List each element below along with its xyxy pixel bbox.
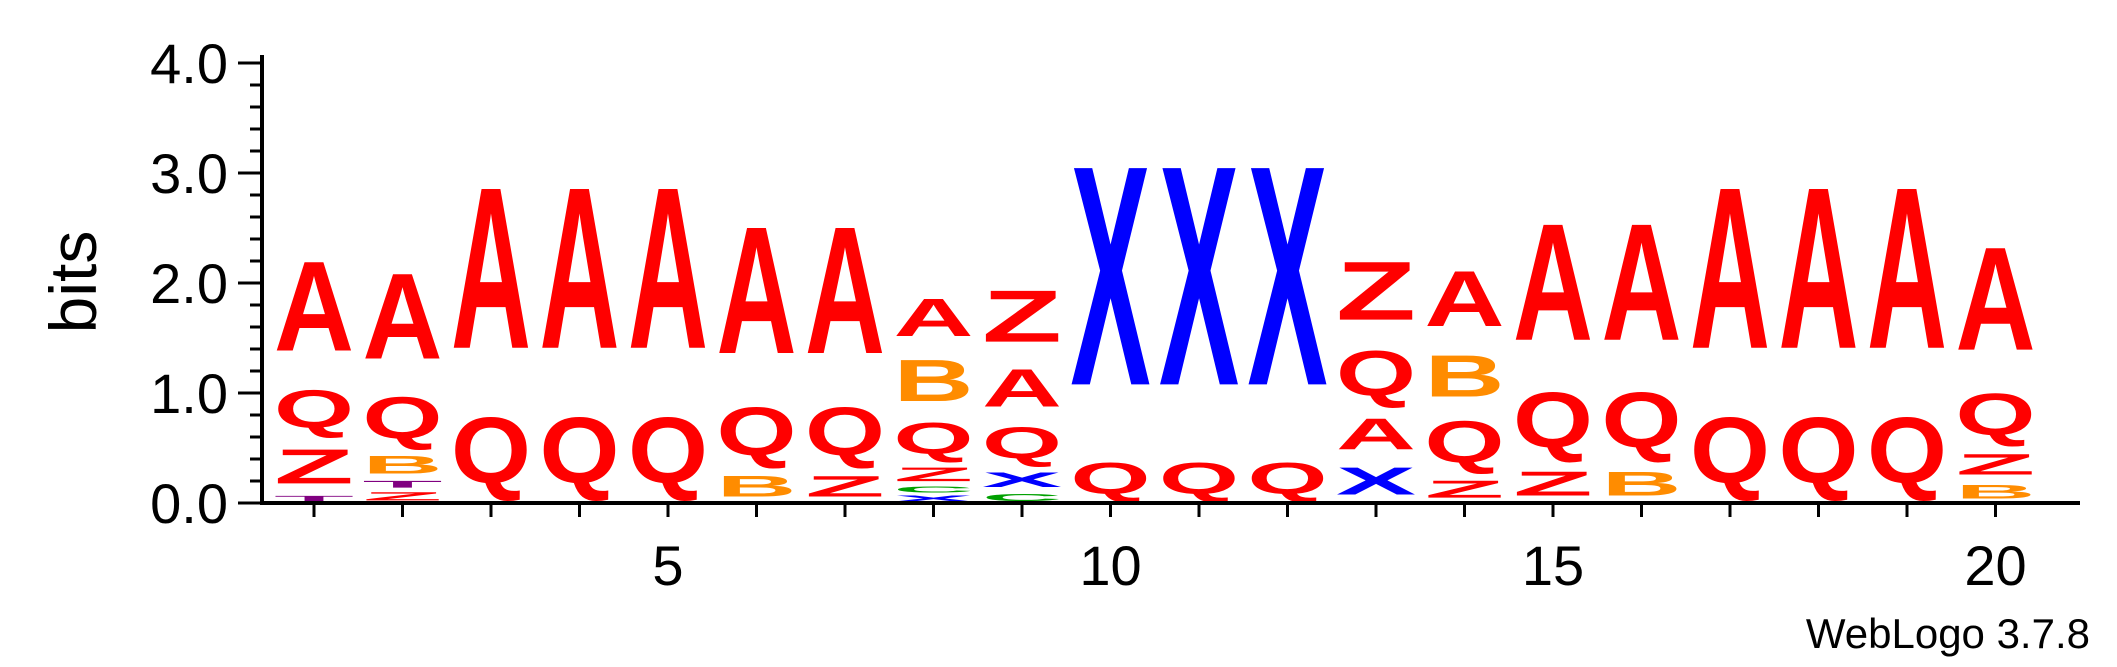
logo-letter-q: Q xyxy=(1779,398,1859,503)
x-tick-label: 15 xyxy=(1522,534,1584,597)
stack-position-17: QA xyxy=(1690,140,1770,503)
logo-letter-z: Z xyxy=(363,490,443,503)
logo-letter-a: A xyxy=(1956,216,2036,381)
logo-letter-q: Q xyxy=(1248,453,1328,503)
stack-position-4: QA xyxy=(540,140,620,503)
stack-position-7: ZQA xyxy=(805,189,885,503)
stack-position-12: QX xyxy=(1248,102,1328,503)
stack-position-19: QA xyxy=(1867,140,1947,503)
logo-letter-q: Q xyxy=(1513,377,1593,465)
stack-position-6: BQA xyxy=(717,189,797,503)
logo-letter-t: T xyxy=(274,494,354,503)
logo-letter-q: Q xyxy=(717,393,797,470)
axes: 0.0 1.0 2.0 3.0 4.0 5 10 15 20 bits xyxy=(36,32,2080,597)
logo-letter-a: A xyxy=(717,189,797,392)
logo-letter-q: Q xyxy=(1071,453,1151,503)
letter-stacks: TZQAZTBQAQAQAQABQAZQAXCZQBACXQAZQXQXQXXA… xyxy=(274,102,2036,503)
y-tick-label: 1.0 xyxy=(150,362,228,425)
logo-letter-a: A xyxy=(451,140,531,398)
logo-letter-z: Z xyxy=(982,275,1062,358)
logo-letter-a: A xyxy=(363,247,443,385)
logo-letter-b: B xyxy=(894,348,974,414)
logo-letter-a: A xyxy=(274,236,354,378)
x-tick-label: 20 xyxy=(1964,534,2026,597)
stack-position-11: QX xyxy=(1159,102,1239,503)
logo-letter-a: A xyxy=(1602,190,1682,376)
logo-letter-q: Q xyxy=(363,385,443,451)
logo-letter-a: A xyxy=(1513,190,1593,376)
logo-letter-q: Q xyxy=(894,413,974,463)
logo-letter-q: Q xyxy=(1956,382,2036,448)
logo-letter-a: A xyxy=(1779,140,1859,398)
y-tick-label: 3.0 xyxy=(150,142,228,205)
logo-letter-c: C xyxy=(982,492,1062,503)
logo-letter-q: Q xyxy=(1867,398,1947,503)
logo-letter-x: X xyxy=(1159,102,1239,452)
stack-position-16: BQA xyxy=(1602,190,1682,503)
logo-letter-a: A xyxy=(1867,140,1947,398)
logo-letter-q: Q xyxy=(1602,377,1682,465)
logo-letter-b: B xyxy=(1602,465,1682,503)
y-ticks: 0.0 1.0 2.0 3.0 4.0 xyxy=(150,32,262,535)
y-tick-label: 4.0 xyxy=(150,32,228,95)
logo-letter-a: A xyxy=(1425,256,1505,344)
credit-text: WebLogo 3.7.8 xyxy=(1806,610,2090,657)
logo-letter-q: Q xyxy=(540,398,620,503)
logo-letter-z: Z xyxy=(1336,245,1416,338)
logo-letter-q: Q xyxy=(982,418,1062,468)
logo-letter-q: Q xyxy=(1690,398,1770,503)
logo-letter-a: A xyxy=(894,288,974,348)
logo-letter-a: A xyxy=(805,189,885,392)
logo-letter-a: A xyxy=(982,358,1062,418)
logo-letter-z: Z xyxy=(274,439,354,494)
logo-letter-c: C xyxy=(894,485,974,494)
logo-letter-b: B xyxy=(717,470,797,503)
stack-position-5: QA xyxy=(628,140,708,503)
logo-letter-q: Q xyxy=(1159,453,1239,503)
logo-letter-a: A xyxy=(540,140,620,398)
logo-letter-q: Q xyxy=(1336,339,1416,410)
stack-position-18: QA xyxy=(1779,140,1859,503)
logo-letter-x: X xyxy=(1071,102,1151,452)
logo-letter-q: Q xyxy=(451,398,531,503)
y-tick-label: 2.0 xyxy=(150,252,228,315)
logo-letter-b: B xyxy=(1956,481,2036,503)
logo-letter-b: B xyxy=(363,451,443,479)
stack-position-15: ZQA xyxy=(1513,190,1593,503)
logo-letter-q: Q xyxy=(274,379,354,439)
logo-letter-q: Q xyxy=(628,398,708,503)
x-tick-label: 5 xyxy=(652,534,683,597)
x-tick-label: 10 xyxy=(1079,534,1141,597)
logo-letter-z: Z xyxy=(894,463,974,485)
stack-position-3: QA xyxy=(451,140,531,503)
y-tick-label: 0.0 xyxy=(150,472,228,535)
logo-letter-a: A xyxy=(1336,409,1416,458)
logo-letter-z: Z xyxy=(1956,448,2036,481)
stack-position-10: QX xyxy=(1071,102,1151,503)
logo-letter-x: X xyxy=(1248,102,1328,452)
y-axis-label: bits xyxy=(36,231,110,334)
logo-letter-b: B xyxy=(1425,343,1505,409)
logo-letter-z: Z xyxy=(1513,465,1593,503)
logo-letter-q: Q xyxy=(805,393,885,470)
logo-letter-a: A xyxy=(1690,140,1770,398)
logo-letter-t: T xyxy=(363,479,443,490)
logo-letter-x: X xyxy=(1336,459,1416,503)
logo-letter-a: A xyxy=(628,140,708,398)
logo-letter-x: X xyxy=(894,494,974,503)
x-ticks: 5 10 15 20 xyxy=(312,503,2027,597)
logo-letter-z: Z xyxy=(805,470,885,503)
logo-letter-q: Q xyxy=(1425,409,1505,475)
logo-letter-z: Z xyxy=(1425,475,1505,502)
logo-letter-x: X xyxy=(982,468,1062,492)
